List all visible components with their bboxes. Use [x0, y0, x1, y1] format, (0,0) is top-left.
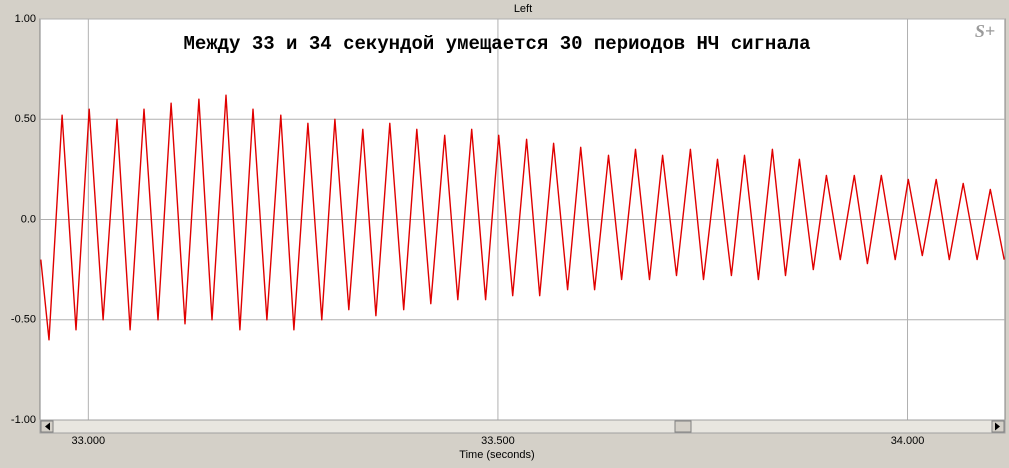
- y-tick-label: -0.50: [11, 314, 36, 326]
- arrow-icon: [45, 422, 50, 431]
- arrow-icon: [995, 422, 1000, 431]
- y-tick-label: 0.50: [15, 113, 36, 125]
- waveform-line: [40, 94, 1005, 341]
- x-axis-label: Time (seconds): [459, 449, 534, 461]
- x-tick-label: 33.000: [72, 435, 106, 447]
- scroll-thumb[interactable]: [674, 420, 692, 433]
- chart-title: Left: [514, 3, 532, 15]
- annotation: Между 33 и 34 секундой умещается 30 пери…: [183, 33, 810, 55]
- y-tick-label: -1.00: [11, 414, 36, 426]
- watermark: S+: [975, 21, 995, 41]
- x-tick-label: 33.500: [481, 435, 515, 447]
- x-tick-label: 34.000: [891, 435, 925, 447]
- plot: [40, 94, 1005, 341]
- y-tick-label: 0.0: [21, 213, 36, 225]
- scrollbar[interactable]: [39, 419, 1006, 434]
- y-tick-label: 1.00: [15, 13, 36, 25]
- grid: [40, 18, 1005, 421]
